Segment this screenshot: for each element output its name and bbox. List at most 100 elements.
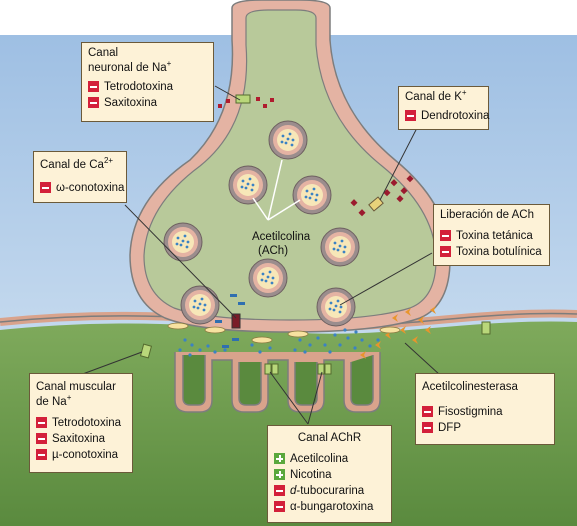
ach-molecule — [354, 330, 358, 334]
inhibitor-minus-icon — [36, 449, 47, 460]
agent-name: α-bungarotoxina — [290, 500, 374, 513]
ach-molecule — [323, 343, 327, 347]
label-title: Canal de K — [405, 91, 462, 103]
agent-name: Dendrotoxina — [421, 109, 490, 122]
acetylcholinesterase-molecules — [360, 306, 436, 359]
toxin-list: Dendrotoxina — [399, 108, 489, 127]
label-ca-channel: Canal de Ca2+ ω-conotoxina — [33, 151, 127, 203]
ach-molecule — [223, 348, 227, 352]
vesicle — [180, 285, 220, 325]
k-channel — [368, 196, 384, 212]
label-title: Canal AChR — [297, 432, 362, 444]
activator-plus-icon — [274, 453, 285, 464]
agent-name: DFP — [438, 421, 461, 434]
agent-name: ω-conotoxina — [56, 181, 125, 194]
ache-molecule — [412, 336, 418, 344]
agent-name: Nicotina — [290, 468, 332, 481]
agent-item: ω-conotoxina — [40, 180, 124, 195]
agent-item: µ-conotoxina — [36, 447, 126, 462]
label-title: Canal — [88, 47, 119, 59]
agent-name: Toxina tetánica — [456, 229, 533, 242]
ache-molecule — [392, 314, 398, 322]
ach-molecule — [316, 336, 320, 340]
ache-molecule — [425, 326, 431, 334]
inhibitor-minus-icon — [405, 110, 416, 121]
ach-molecule — [258, 350, 262, 354]
agent-item: DFP — [422, 420, 548, 435]
label-neuronal-na-channel: Canal neuronal de Na+ Tetrodotoxina Saxito… — [81, 42, 214, 122]
toxin-list: Tetrodotoxina Saxitoxina — [82, 79, 213, 114]
agent-name: µ-conotoxina — [52, 448, 119, 461]
agent-prefix: d — [290, 484, 297, 497]
agent-name: Saxitoxina — [104, 96, 158, 109]
inhibitor-minus-icon — [274, 485, 285, 496]
vesicle — [320, 227, 360, 267]
dendrotoxin-molecules — [350, 175, 414, 217]
ach-molecule — [346, 336, 350, 340]
ach-label-pointers — [252, 159, 301, 221]
vesicle — [268, 120, 308, 160]
inhibitor-minus-icon — [274, 501, 285, 512]
agent-item: Toxina botulínica — [440, 244, 543, 259]
agent-name: -tubocurarina — [296, 484, 365, 497]
agent-item: Nicotina — [274, 467, 385, 482]
agent-item: Dendrotoxina — [405, 108, 489, 123]
label-title: Canal muscular — [36, 381, 116, 393]
activator-plus-icon — [274, 469, 285, 480]
ach-molecule — [376, 338, 380, 342]
inhibitor-minus-icon — [422, 422, 433, 433]
vesicle — [292, 175, 332, 215]
label-title: Liberación de ACh — [440, 209, 534, 221]
agent-name: Saxitoxina — [52, 432, 106, 445]
agent-name: Fisostigmina — [438, 405, 503, 418]
label-sup: + — [166, 59, 172, 69]
label-achr-channel: Canal AChR Acetilcolina Nicotina d -tubocur… — [267, 425, 392, 523]
basal-lamina-ovals — [167, 322, 401, 344]
ache-molecule — [360, 351, 366, 359]
ache-molecule — [375, 341, 381, 349]
muscle-fiber — [0, 321, 577, 526]
ache-molecule — [430, 306, 436, 314]
ach-molecule — [178, 348, 182, 352]
vesicle — [228, 165, 268, 205]
agent-name: Acetilcolina — [290, 452, 349, 465]
agent-item: Saxitoxina — [88, 95, 207, 110]
ach-molecule — [213, 350, 217, 354]
inhibitor-minus-icon — [36, 417, 47, 428]
label-title-line2: neuronal de Na — [88, 62, 167, 74]
ach-molecule — [298, 338, 302, 342]
inhibitor-minus-icon — [440, 230, 451, 241]
ach-molecule — [303, 350, 307, 354]
ach-molecule — [353, 346, 357, 350]
inhibitor-minus-icon — [422, 406, 433, 417]
agent-name: Tetrodotoxina — [104, 80, 174, 93]
label-acetylcholinesterase: Acetilcolinesterasa Fisostigmina DFP — [415, 373, 555, 445]
muscle-na-channel-left — [139, 343, 153, 359]
label-ach-release: Liberación de ACh Toxina tetánica Toxina … — [433, 204, 550, 266]
callout-lines — [79, 85, 441, 425]
ach-molecule — [308, 343, 312, 347]
agent-item: Fisostigmina — [422, 404, 548, 419]
vesicle — [163, 222, 203, 262]
ach-molecule — [360, 338, 364, 342]
agent-item: Toxina tetánica — [440, 228, 543, 243]
label-title: Canal de Ca — [40, 159, 104, 171]
toxin-list: ω-conotoxina — [34, 180, 126, 199]
agent-name: Toxina botulínica — [456, 245, 542, 258]
toxin-list: Toxina tetánica Toxina botulínica — [434, 228, 549, 263]
muscle-na-channel-right — [481, 321, 491, 335]
label-sup: + — [461, 88, 467, 98]
label-sup: 2+ — [103, 156, 114, 166]
vesicle — [316, 287, 356, 327]
ach-molecule — [343, 328, 347, 332]
ach-molecules-cleft — [178, 328, 380, 357]
ach-label-line2: (ACh) — [258, 245, 288, 257]
inhibitor-minus-icon — [36, 433, 47, 444]
ca-channel — [231, 313, 241, 329]
inhibitor-minus-icon — [440, 246, 451, 257]
ach-molecule — [188, 353, 192, 357]
toxin-list: Acetilcolina Nicotina d -tubocurarina α-bung… — [268, 451, 391, 518]
label-k-channel: Canal de K+ Dendrotoxina — [398, 86, 489, 130]
agent-item: Tetrodotoxina — [88, 79, 207, 94]
ache-molecule — [418, 316, 424, 324]
